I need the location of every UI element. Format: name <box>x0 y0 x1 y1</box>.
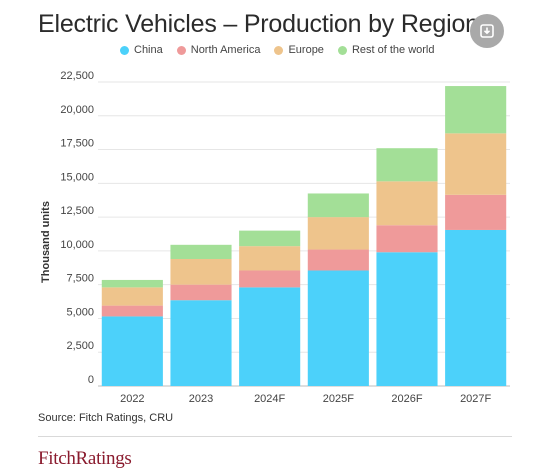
y-tick-label: 20,000 <box>60 104 94 116</box>
legend-swatch <box>176 45 186 55</box>
bar-segment <box>170 258 232 285</box>
bar-segment <box>445 194 507 230</box>
x-tick-label: 2022 <box>120 393 144 405</box>
bar-segment <box>239 246 301 271</box>
bar-segment <box>376 225 438 253</box>
bar-segment <box>307 249 369 271</box>
x-tick-label: 2025F <box>323 393 354 405</box>
x-tick-label: 2024F <box>254 393 285 405</box>
divider <box>38 436 512 437</box>
y-axis-label: Thousand units <box>40 201 52 283</box>
stacked-bar-chart: 0 2,500 5,000 7,500 10,000 12,500 15,000 17,500… <box>40 70 510 405</box>
legend-swatch <box>120 45 129 55</box>
bar-segment <box>101 316 163 386</box>
y-tick-label: 0 <box>88 374 94 386</box>
bar-segment <box>239 230 301 247</box>
y-tick-label: 10,000 <box>60 239 94 251</box>
legend-swatch <box>337 45 347 55</box>
legend-item-rest-of-world[interactable]: Rest of the world <box>337 44 435 56</box>
fitch-ratings-logo: FitchRatings <box>38 448 132 469</box>
bar-segment <box>170 244 232 259</box>
bar-segment <box>101 287 163 306</box>
y-tick-label: 7,500 <box>66 273 94 285</box>
legend-item-china[interactable]: China <box>120 44 163 56</box>
chart-legend: China North America Europe Rest of the w… <box>120 44 434 56</box>
bar-segment <box>307 217 369 250</box>
legend-item-north-america[interactable]: North America <box>176 44 261 56</box>
y-tick-label: 22,500 <box>60 70 94 82</box>
x-tick-label: 2027F <box>460 393 491 405</box>
bar-segment <box>445 229 507 386</box>
bar-segment <box>445 86 507 134</box>
bar-segment <box>376 148 438 182</box>
download-icon <box>480 24 494 38</box>
bar-segment <box>101 279 163 288</box>
bar-segment <box>445 133 507 195</box>
y-tick-label: 17,500 <box>60 138 94 150</box>
y-tick-label: 2,500 <box>66 340 94 352</box>
bar-segment <box>101 305 163 317</box>
bar-segment <box>239 287 301 386</box>
y-tick-label: 15,000 <box>60 171 94 183</box>
chart-title: Electric Vehicles – Production by Region <box>38 10 479 38</box>
legend-label: Europe <box>288 44 324 56</box>
legend-label: Rest of the world <box>351 44 435 56</box>
bar-segment <box>239 270 301 288</box>
bar-segment <box>307 270 369 386</box>
legend-label: North America <box>190 44 261 56</box>
legend-item-europe[interactable]: Europe <box>274 44 324 56</box>
bar-segment <box>376 252 438 386</box>
legend-label: China <box>134 44 163 56</box>
y-tick-label: 12,500 <box>60 205 94 217</box>
bar-segment <box>307 193 369 218</box>
y-tick-label: 5,000 <box>66 306 94 318</box>
x-tick-label: 2023 <box>189 393 213 405</box>
bar-segment <box>170 300 232 386</box>
bar-segment <box>170 284 232 301</box>
download-button[interactable] <box>470 14 504 48</box>
x-tick-label: 2026F <box>391 393 422 405</box>
bar-segment <box>376 181 438 226</box>
source-note: Source: Fitch Ratings, CRU <box>38 412 174 424</box>
legend-swatch <box>274 45 284 55</box>
